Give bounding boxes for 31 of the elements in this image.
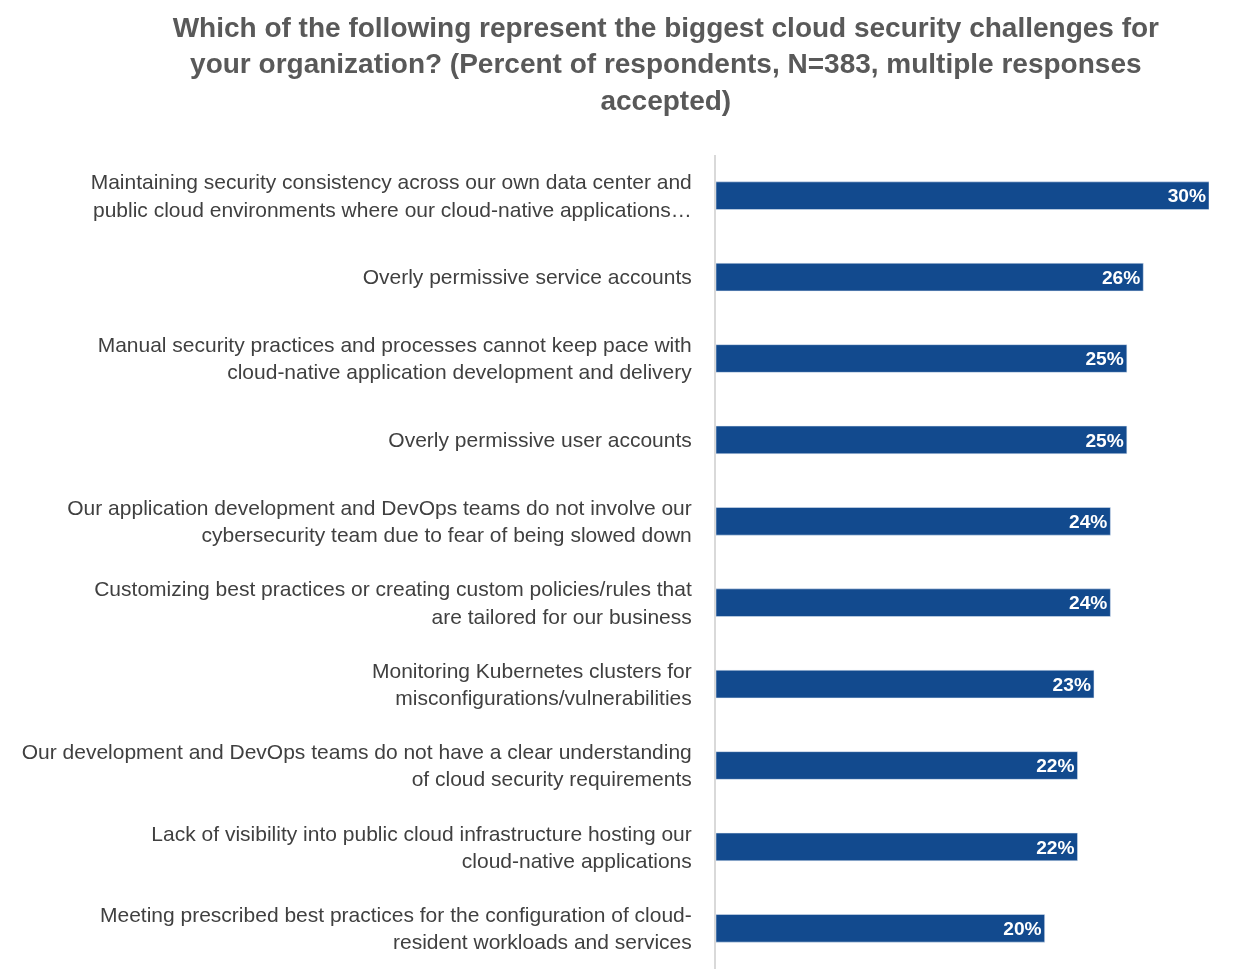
- y-tick-label: Customizing best practices or creating custom policies/rules that are tailored for our business: [94, 577, 692, 628]
- y-tick-label: Overly permissive service accounts: [362, 265, 692, 289]
- y-tick-label: Maintaining security consistency across our own data center and public cloud environments where our cloud-native applications…: [90, 170, 692, 221]
- bar: [716, 832, 1078, 861]
- y-tick-label: Overly permissive user accounts: [388, 428, 692, 452]
- bar: [716, 670, 1095, 699]
- data-label: 25%: [1085, 348, 1124, 370]
- y-tick-label: Our application development and DevOps teams do not involve our cybersecurity team due to fear of being slowed down: [67, 496, 692, 547]
- y-tick-label: Manual security practices and processes cannot keep pace with cloud-native application development and delivery: [97, 333, 693, 384]
- data-label: 23%: [1052, 673, 1091, 695]
- y-tick-label: Lack of visibility into public cloud infrastructure hosting our cloud-native applications: [151, 821, 692, 872]
- data-label: 25%: [1085, 429, 1124, 451]
- data-label: 26%: [1101, 266, 1141, 288]
- y-tick-label: Our development and DevOps teams do not have a clear understanding of cloud security requirements: [21, 740, 692, 791]
- data-label: 24%: [1069, 592, 1108, 614]
- data-label: 22%: [1036, 836, 1075, 858]
- bar: [716, 425, 1128, 454]
- bar: [716, 588, 1111, 617]
- bar: [716, 914, 1045, 943]
- data-label: 30%: [1167, 185, 1206, 207]
- bar: [716, 507, 1111, 536]
- chart-title: Which of the following represent the biggest cloud security challenges for your organization? (Percent of respondents, N=383, multiple responses accepted): [172, 11, 1160, 116]
- bar: [716, 263, 1144, 292]
- bar: [716, 344, 1128, 373]
- data-label: 24%: [1069, 510, 1108, 532]
- bar: [716, 751, 1078, 780]
- y-tick-label: Monitoring Kubernetes clusters for misconfigurations/vulnerabilities: [371, 658, 692, 710]
- data-label: 20%: [1003, 917, 1042, 939]
- y-tick-label: Meeting prescribed best practices for the configuration of cloud-resident workloads and services: [99, 903, 692, 954]
- bar: [716, 181, 1209, 210]
- data-label: 22%: [1036, 755, 1075, 777]
